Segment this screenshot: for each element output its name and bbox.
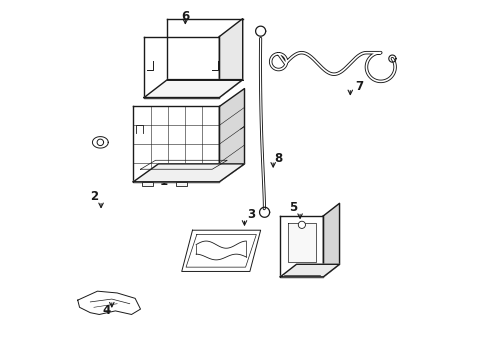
Polygon shape	[133, 164, 244, 182]
Polygon shape	[280, 216, 323, 277]
Text: 8: 8	[274, 152, 282, 165]
Polygon shape	[144, 80, 242, 98]
Polygon shape	[144, 37, 219, 98]
FancyBboxPatch shape	[176, 182, 187, 186]
Text: 1: 1	[160, 175, 167, 188]
Text: 7: 7	[354, 80, 363, 93]
Polygon shape	[97, 139, 103, 145]
Polygon shape	[323, 203, 339, 277]
Polygon shape	[219, 89, 244, 182]
Text: 5: 5	[288, 202, 296, 215]
FancyBboxPatch shape	[142, 182, 153, 186]
Polygon shape	[182, 230, 260, 271]
Polygon shape	[219, 19, 242, 98]
Polygon shape	[133, 107, 219, 182]
Polygon shape	[78, 291, 140, 315]
Text: 3: 3	[247, 208, 255, 221]
Circle shape	[298, 221, 305, 228]
Polygon shape	[92, 136, 108, 148]
Polygon shape	[287, 223, 316, 262]
Text: 6: 6	[181, 10, 189, 23]
Text: 4: 4	[102, 305, 110, 318]
Polygon shape	[280, 264, 339, 277]
Text: 2: 2	[90, 190, 98, 203]
